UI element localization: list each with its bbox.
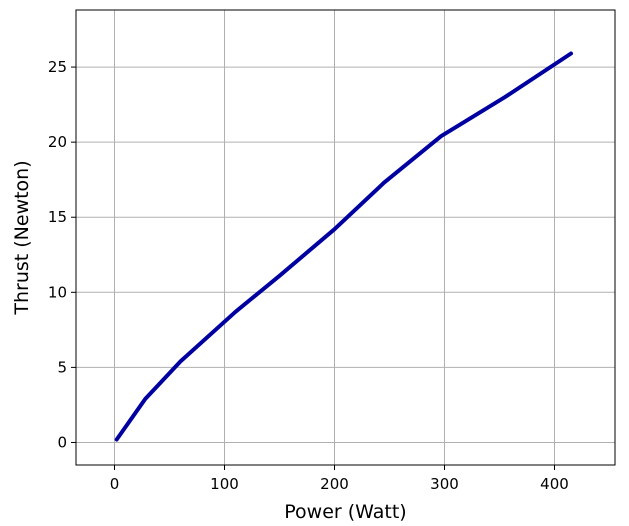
y-tick-label: 5 (57, 358, 67, 376)
x-axis-label: Power (Watt) (284, 501, 406, 523)
x-tick-label: 0 (110, 475, 120, 493)
series-layer (114, 51, 573, 442)
series-line (114, 51, 573, 442)
x-tick-label: 100 (210, 475, 239, 493)
x-tick-label: 300 (430, 475, 459, 493)
y-axis-label: Thrust (Newton) (11, 160, 33, 315)
y-tick-label: 10 (48, 283, 67, 301)
x-tick-label: 200 (320, 475, 349, 493)
y-tick-label: 0 (57, 433, 67, 451)
ticks: 0 100 200 300 400 0 5 10 15 20 25 (48, 58, 569, 493)
y-tick-label: 25 (48, 58, 67, 76)
y-tick-label: 20 (48, 133, 67, 151)
x-tick-label: 400 (540, 475, 569, 493)
plot-frame (75, 9, 616, 466)
y-tick-label: 15 (48, 208, 67, 226)
